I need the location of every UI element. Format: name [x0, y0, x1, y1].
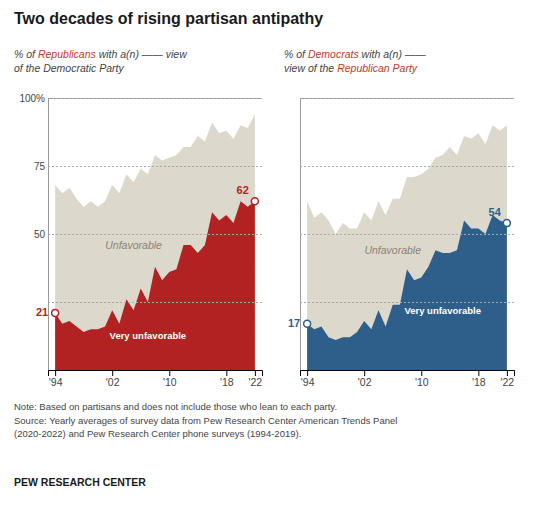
area [55, 114, 255, 370]
y-axis: 50 75 100% [19, 93, 262, 371]
annotation: 54 [489, 206, 502, 218]
subtitle-part: of the Democratic Party [14, 62, 124, 74]
y-tick [300, 302, 514, 303]
grid-line [300, 302, 514, 303]
plot-area [307, 125, 507, 370]
annotation-dot [304, 320, 311, 327]
grid-line [300, 234, 514, 235]
x-tick-label: '10 [163, 376, 177, 388]
chart-svg: Two decades of rising partisan antipathy… [0, 0, 541, 505]
plot-area [55, 114, 255, 370]
x-tick-label: '94 [49, 376, 63, 388]
axis-line [49, 99, 263, 371]
subtitle: % of Republicans with a(n) —— view [14, 48, 188, 60]
x-tick: '22 [501, 370, 515, 388]
axis-line [301, 371, 515, 377]
y-tick: 75 [34, 161, 262, 172]
y-tick-label: 50 [34, 229, 46, 240]
tick-line [112, 370, 113, 376]
tick-line [55, 370, 56, 376]
tick-line [226, 370, 227, 376]
x-tick: '22 [249, 370, 263, 388]
x-tick-label: '18 [220, 376, 234, 388]
series-label: Very unfavorable [110, 330, 187, 341]
subtitle-highlight: Republican Party [337, 62, 418, 74]
grid-line [48, 234, 262, 235]
title: Two decades of rising partisan antipathy [14, 10, 323, 27]
annotation: 62 [237, 184, 249, 196]
x-tick-label: '18 [472, 376, 486, 388]
subtitle-part: % of [284, 48, 308, 60]
annotation-dot [503, 220, 510, 227]
x-tick: '18 [220, 370, 234, 388]
x-tick-label: '02 [358, 376, 372, 388]
x-tick: '94 [301, 370, 315, 388]
panel: % of Democrats with a(n) —— view of the R… [284, 48, 515, 388]
tick-line [255, 370, 256, 376]
x-tick: '02 [106, 370, 120, 388]
grid-line [48, 98, 262, 99]
subtitle: % of Democrats with a(n) —— [284, 48, 426, 60]
subtitle: of the Democratic Party [14, 62, 124, 74]
x-tick: '94 [49, 370, 63, 388]
subtitle: view of the Republican Party [284, 62, 418, 74]
y-tick [300, 98, 514, 99]
y-tick-label: 100% [19, 93, 45, 104]
y-tick: 100% [19, 93, 262, 104]
y-tick [48, 302, 262, 303]
note-line: Source: Yearly averages of survey data f… [14, 415, 397, 426]
subtitle-highlight: Republicans [38, 48, 97, 60]
x-tick: '02 [358, 370, 372, 388]
x-axis: '94 '02 '10 '18 '22 [49, 370, 263, 388]
tick-line [364, 370, 365, 376]
annotation-dot [251, 198, 258, 205]
grid-line [48, 302, 262, 303]
axis-line [49, 371, 263, 377]
x-tick-label: '22 [501, 376, 515, 388]
x-tick: '10 [415, 370, 429, 388]
series-label: Very unfavorable [404, 305, 481, 316]
y-tick [300, 234, 514, 235]
subtitle-part: with a(n) —— view [96, 48, 188, 60]
tick-line [478, 370, 479, 376]
x-tick-label: '02 [106, 376, 120, 388]
source: PEW RESEARCH CENTER [14, 476, 146, 488]
note-line: (2020-2022) and Pew Research Center phon… [14, 428, 301, 439]
note: Note: Based on partisans and does not in… [14, 401, 397, 439]
annotation: 21 [36, 306, 48, 318]
x-tick-label: '22 [249, 376, 263, 388]
subtitle-part: view of the [284, 62, 337, 74]
axis-line [301, 99, 515, 371]
x-axis: '94 '02 '10 '18 '22 [301, 370, 515, 388]
note-line: Note: Based on partisans and does not in… [14, 401, 337, 412]
tick-line [507, 370, 508, 376]
y-tick [300, 166, 514, 167]
y-axis [300, 99, 514, 371]
y-tick-label: 75 [34, 161, 46, 172]
x-tick-label: '94 [301, 376, 315, 388]
subtitle-part: with a(n) —— [359, 48, 427, 60]
tick-line [421, 370, 422, 376]
area [55, 201, 255, 370]
grid-line [300, 98, 514, 99]
tick-line [307, 370, 308, 376]
series-label: Unfavorable [364, 244, 421, 256]
series-label: Unfavorable [105, 239, 162, 251]
area [307, 125, 507, 370]
area [307, 215, 507, 370]
grid-line [48, 166, 262, 167]
x-tick: '18 [472, 370, 486, 388]
annotation-dot [52, 309, 59, 316]
panel: % of Republicans with a(n) —— view of the… [14, 48, 263, 388]
grid-line [300, 166, 514, 167]
annotation: 17 [288, 317, 300, 329]
x-tick: '10 [163, 370, 177, 388]
x-tick-label: '10 [415, 376, 429, 388]
tick-line [169, 370, 170, 376]
subtitle-highlight: Democrats [308, 48, 360, 60]
subtitle-part: % of [14, 48, 38, 60]
